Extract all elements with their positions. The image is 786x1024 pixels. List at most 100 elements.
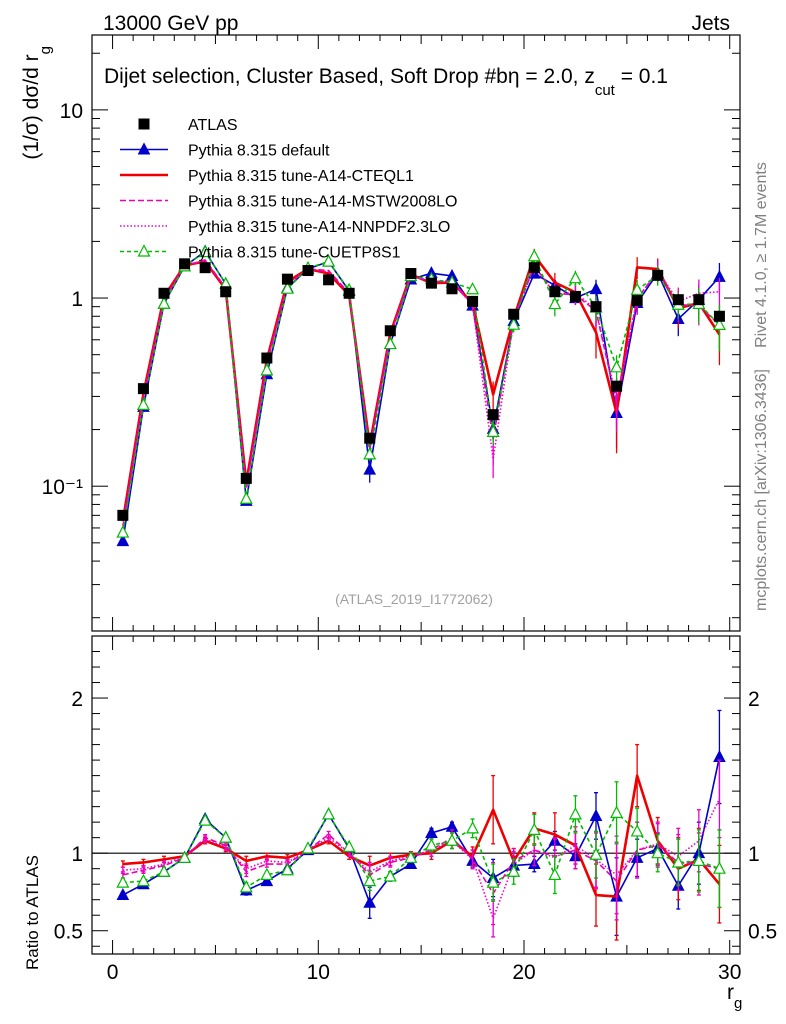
legend: ATLAS Pythia 8.315 default Pythia 8.315 tu… (120, 117, 457, 262)
rivet-label: Rivet 4.1.0, ≥ 1.7M events (753, 162, 770, 348)
atlas-data-point (425, 277, 437, 289)
series-3-main-line (122, 259, 720, 525)
atlas-data-point (590, 301, 602, 313)
series-4-ratio-point (527, 822, 541, 836)
y-tick-label-ratio-right: 0.5 (748, 921, 777, 944)
series-4-ratio-point (219, 830, 233, 843)
series-4-main-point (260, 363, 274, 376)
ratio-series-group (116, 709, 726, 941)
series-4-main-point (548, 296, 562, 310)
atlas-data-point (261, 352, 273, 364)
series-4-main-point (630, 282, 644, 295)
atlas-data-point (302, 265, 314, 277)
atlas-data-point (117, 509, 129, 521)
atlas-data-point (405, 268, 417, 280)
atlas-data-point (631, 295, 643, 307)
series-4-ratio-point (198, 813, 212, 826)
series-0-main-point (363, 462, 377, 475)
legend-atlas-marker (138, 118, 150, 130)
series-4-ratio-point (383, 869, 397, 882)
chart-title-main: Dijet selection, Cluster Based, Soft Dro… (104, 65, 595, 88)
series-4-main-point (280, 281, 294, 294)
series-4-ratio-point (301, 841, 315, 854)
series-4-main-point (136, 397, 150, 410)
series-2-main-line (122, 259, 720, 528)
series-4-main-point (157, 296, 171, 309)
atlas-data-point (364, 432, 376, 444)
series-4-main-point (486, 424, 500, 437)
y-tick-label-ratio: 2 (71, 688, 83, 711)
series-4-main-point (527, 248, 541, 262)
y-axis-label: (1/σ) dσ/d rg (20, 46, 54, 160)
atlas-data-point (508, 308, 520, 320)
x-tick-label: 0 (107, 961, 119, 984)
series-4-main-point (568, 270, 582, 284)
series-4-ratio-point (260, 867, 274, 880)
series-4-main-point (712, 317, 726, 330)
x-tick-label: 30 (718, 961, 741, 984)
series-4-ratio-point (116, 875, 130, 888)
series-0-ratio-point (425, 825, 438, 839)
series-0-ratio-line (122, 756, 721, 904)
analysis-label: (ATLAS_2019_I1772062) (335, 591, 493, 607)
series-4-ratio-point (692, 853, 706, 867)
series-0-ratio-point (589, 808, 603, 821)
atlas-data-point (384, 325, 396, 337)
series-4-ratio-point (651, 845, 665, 859)
atlas-data-point (467, 295, 479, 307)
series-4-ratio-point (404, 850, 418, 863)
atlas-data-point (446, 283, 458, 295)
legend-label: Pythia 8.315 tune-A14-CTEQL1 (188, 168, 414, 185)
atlas-data-point (220, 286, 232, 298)
series-1-main-line (121, 254, 721, 522)
series-3-ratio-line (122, 798, 721, 920)
series-4-ratio-point (507, 864, 521, 877)
atlas-data-point (281, 273, 293, 285)
series-4-ratio-point (280, 862, 294, 876)
series-4-main-point (322, 254, 336, 267)
series-4-ratio-point (589, 847, 603, 860)
series-4-ratio-point (466, 821, 480, 834)
atlas-data-point (652, 269, 664, 281)
y-axis-label-main: (1/σ) dσ/d r (20, 54, 43, 159)
ratio-axis-label: Ratio to ATLAS (23, 855, 42, 970)
x-axis-label-sub: g (734, 995, 742, 1012)
chart-title: Dijet selection, Cluster Based, Soft Dro… (104, 65, 668, 99)
series-0-main-line (122, 250, 721, 542)
atlas-data-point (487, 409, 499, 421)
y-tick-label-ratio-right: 2 (748, 688, 760, 711)
series-4-main-point (466, 281, 480, 295)
series-4-ratio-point (157, 864, 171, 877)
series-4-ratio-point (239, 880, 253, 893)
y-axis-label-sub: g (37, 46, 54, 54)
x-tick-label: 10 (307, 961, 330, 984)
legend-label: ATLAS (188, 117, 238, 134)
series-4-ratio-point (322, 807, 336, 820)
axes-group: 0 10 20 30 10 1 10⁻¹ 2 2 1 1 0.5 0.5 (42, 35, 777, 984)
series-4-main-point (116, 525, 130, 538)
x-axis-label: rg (727, 981, 742, 1012)
series-4-ratio-point (342, 839, 356, 853)
series-4-ratio-point (486, 875, 500, 888)
legend-marker (137, 142, 151, 155)
atlas-data-point (528, 262, 540, 274)
atlas-data-point (611, 380, 623, 392)
series-0-ratio-point (260, 874, 274, 887)
y-tick-label-main: 10⁻¹ (42, 476, 83, 499)
atlas-data-point (179, 258, 191, 270)
series-4-ratio-point (363, 873, 377, 887)
process-label: Jets (691, 12, 730, 35)
series-4-main-point (363, 447, 377, 460)
series-0-ratio-point (404, 856, 418, 870)
series-4-main-point (198, 244, 212, 258)
series-0-main-point (116, 533, 130, 547)
series-4-ratio-point (445, 833, 459, 846)
y-tick-label-main: 1 (71, 288, 83, 311)
y-tick-label-main: 10 (60, 100, 83, 123)
series-0-main-point (589, 281, 603, 295)
atlas-data-point (137, 383, 149, 395)
legend-label: Pythia 8.315 tune-A14-MSTW2008LO (188, 194, 457, 211)
mcplots-label: mcplots.cern.ch [arXiv:1306.3436] (753, 369, 770, 611)
x-axis-label-main: r (727, 981, 734, 1004)
